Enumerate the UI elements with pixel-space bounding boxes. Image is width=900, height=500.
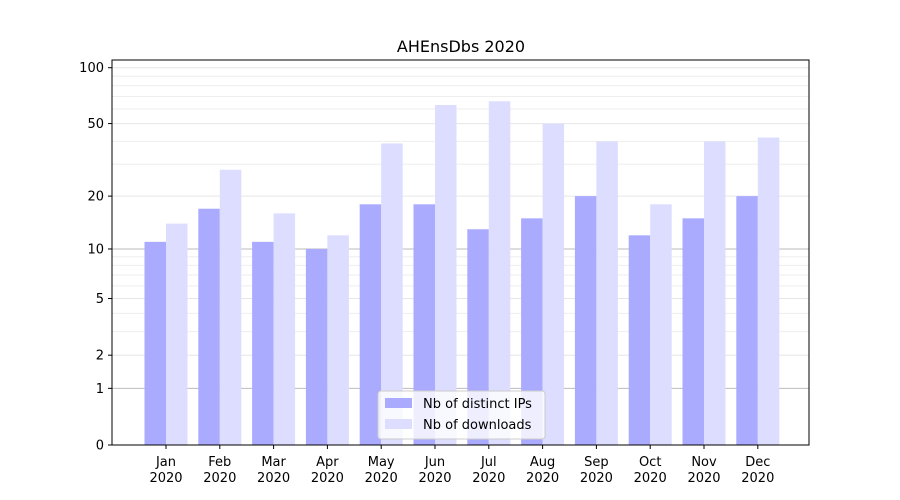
bar-downloads xyxy=(273,213,296,445)
plot-area-frame xyxy=(111,59,810,446)
bar-distinct-ips xyxy=(144,241,166,445)
bar-downloads xyxy=(757,137,780,446)
bar-downloads xyxy=(166,223,188,445)
x-tick-label: Apr 2020 xyxy=(311,455,344,486)
legend-label-ips: Nb of distinct IPs xyxy=(423,397,532,412)
bar-distinct-ips xyxy=(252,241,274,445)
y-tick-label: 10 xyxy=(87,242,104,257)
bar-distinct-ips xyxy=(682,218,704,445)
bar-downloads xyxy=(488,101,511,446)
bar-downloads xyxy=(435,105,457,445)
x-tick-label: Mar 2020 xyxy=(257,455,290,486)
bar-distinct-ips xyxy=(359,204,382,445)
legend-label-downloads: Nb of downloads xyxy=(423,418,532,433)
bar-downloads xyxy=(704,141,726,446)
bar-distinct-ips xyxy=(574,196,597,445)
legend-swatch-downloads xyxy=(385,419,412,429)
x-tick-label: Feb 2020 xyxy=(203,455,236,486)
y-tick-label: 0 xyxy=(96,439,104,454)
legend-frame xyxy=(377,390,546,440)
bar-distinct-ips xyxy=(736,196,758,445)
x-tick-label: May 2020 xyxy=(365,455,398,486)
x-tick-label: Sep 2020 xyxy=(580,455,613,486)
bar-distinct-ips xyxy=(628,235,651,445)
bar-downloads xyxy=(219,169,242,445)
bar-downloads xyxy=(381,143,403,445)
bar-distinct-ips xyxy=(521,218,543,445)
bar-downloads xyxy=(650,204,672,445)
x-tick-label: Nov 2020 xyxy=(687,455,720,486)
x-tick-label: Dec 2020 xyxy=(741,455,774,486)
y-tick-label: 5 xyxy=(96,292,104,307)
y-tick-label: 50 xyxy=(87,117,104,132)
bar-downloads xyxy=(327,235,349,445)
bar-downloads xyxy=(596,141,618,446)
bar-downloads xyxy=(542,123,565,446)
legend: Nb of distinct IPs Nb of downloads xyxy=(377,390,546,440)
y-tick-label: 2 xyxy=(96,349,104,364)
x-tick-label: Jun 2020 xyxy=(418,455,451,486)
y-tick-label: 1 xyxy=(96,382,104,397)
x-tick-label: Aug 2020 xyxy=(526,455,559,486)
bar-distinct-ips xyxy=(305,248,328,445)
y-tick-label: 100 xyxy=(79,61,104,76)
y-tick-label: 20 xyxy=(87,190,104,205)
bar-distinct-ips xyxy=(198,208,220,445)
x-tick-label: Jan 2020 xyxy=(149,455,182,486)
chart-title: AHEnsDbs 2020 xyxy=(397,37,525,56)
x-tick-label: Oct 2020 xyxy=(634,455,667,486)
x-tick-label: Jul 2020 xyxy=(472,455,505,486)
bar-distinct-ips xyxy=(413,204,435,445)
legend-swatch-ips xyxy=(385,398,412,408)
